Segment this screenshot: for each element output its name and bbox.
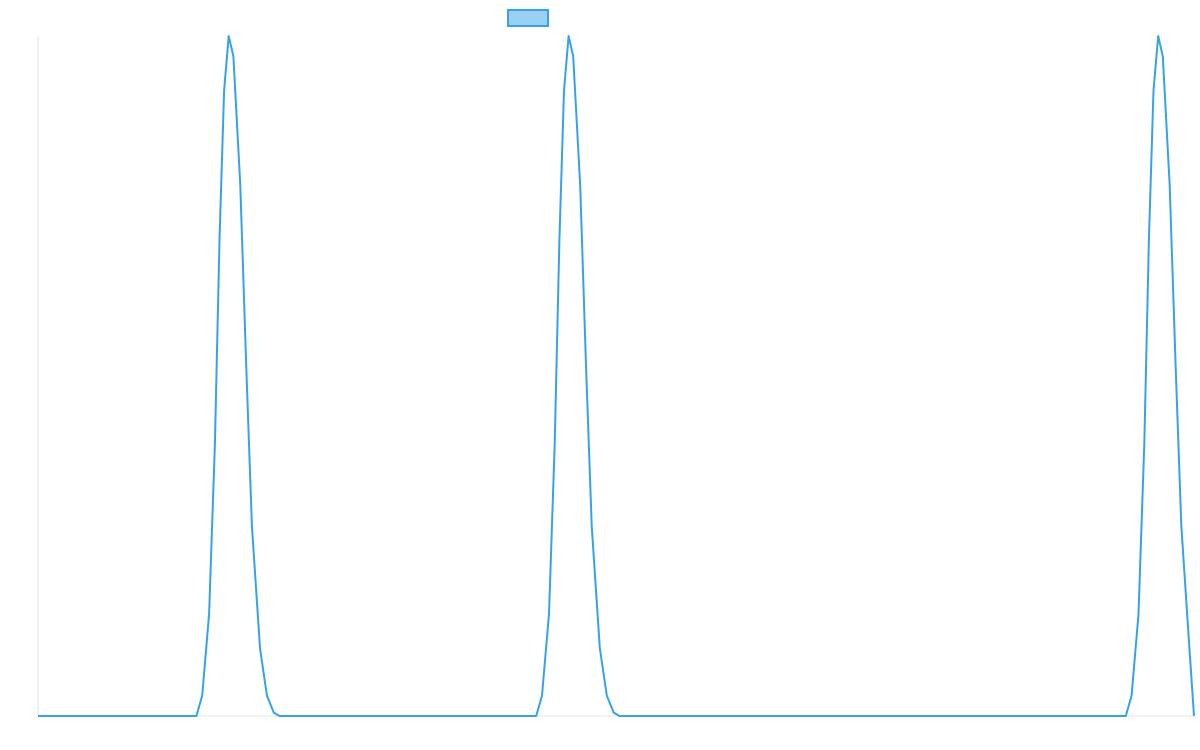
series-group [38,35,1195,717]
series-line-1[interactable] [38,35,1195,717]
legend[interactable] [507,9,549,27]
legend-swatch-series-1[interactable] [507,9,549,27]
